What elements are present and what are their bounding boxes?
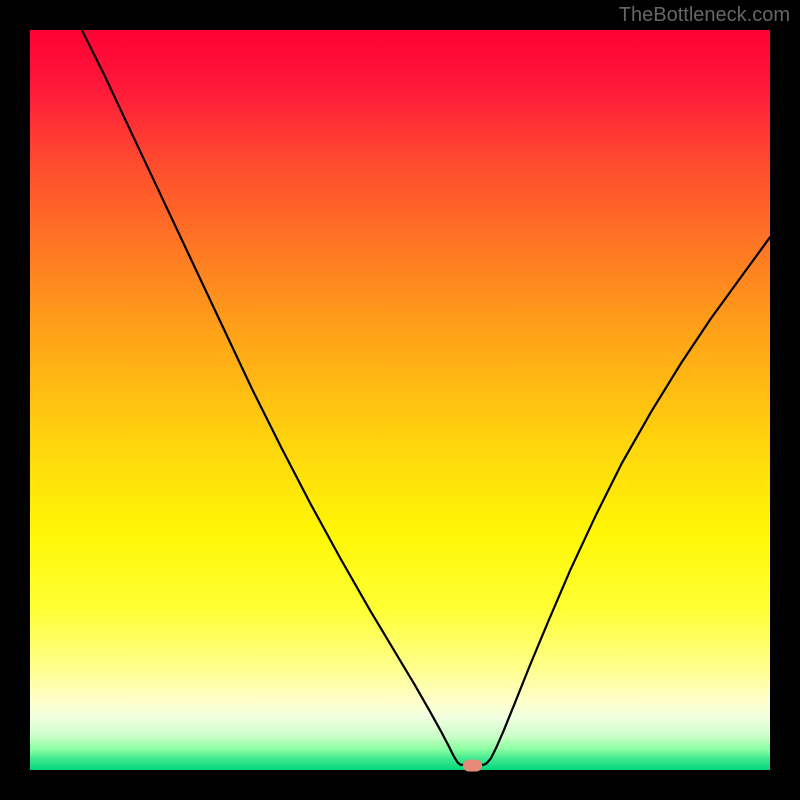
bottleneck-chart xyxy=(0,0,800,800)
watermark-text: TheBottleneck.com xyxy=(619,4,790,27)
optimal-point-marker xyxy=(463,760,482,772)
chart-container: TheBottleneck.com xyxy=(0,0,800,800)
